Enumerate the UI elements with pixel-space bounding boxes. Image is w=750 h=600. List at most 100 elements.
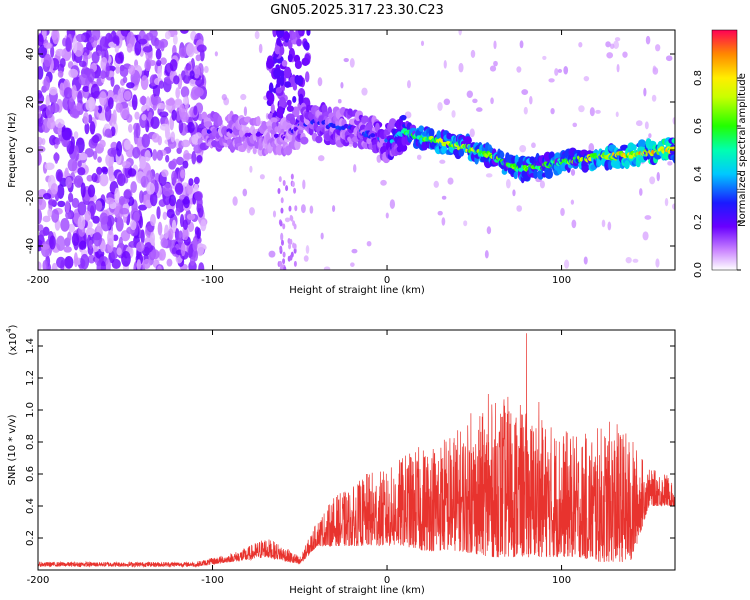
spectrogram-cell [142, 258, 151, 270]
spectrogram-cell [270, 117, 278, 124]
spectrogram-cell [292, 220, 296, 227]
spectrogram-cell [186, 213, 196, 221]
spectrogram-cell [87, 254, 96, 264]
spectrogram-cell [292, 96, 297, 103]
spectrogram-cell [259, 174, 265, 180]
spectrogram-cell [65, 211, 72, 220]
spectrogram-cell [279, 245, 283, 252]
spectrogram-cell [43, 53, 52, 67]
spectrogram-cell [180, 86, 190, 98]
spectrogram-cell [170, 131, 176, 143]
spectrogram-cell [499, 151, 505, 159]
spectrogram-cell [49, 86, 58, 96]
spectrogram-cell [115, 65, 120, 74]
spectrogram-cell [671, 203, 675, 210]
spectrogram-cell [203, 65, 209, 74]
spectrogram-cell [276, 106, 284, 119]
spectrogram-cell [107, 97, 114, 110]
spectrogram-cell [99, 173, 109, 187]
y-tick-label: -20 [25, 190, 36, 206]
x-tick-label: 100 [552, 275, 571, 286]
spectrogram-cell [632, 258, 639, 263]
spectrogram-cell [134, 41, 142, 56]
spectrogram-cell [50, 45, 55, 58]
spectrogram-cell [570, 169, 576, 176]
spectrogram-cell [350, 262, 355, 267]
spectrogram-cell [273, 133, 279, 139]
spectrogram-cell [472, 98, 478, 104]
spectrogram-cell [88, 97, 96, 111]
spectrogram-cell [112, 35, 120, 45]
spectrogram-cell [123, 90, 132, 101]
spectrogram-cell [42, 215, 51, 223]
spectrogram-cell [38, 194, 43, 206]
spectrogram-cell [42, 260, 48, 270]
spectrogram-cell [248, 207, 255, 216]
spectrogram-cell [217, 115, 223, 127]
spectrogram-cell [533, 169, 538, 180]
spectrogram-cell [100, 260, 106, 270]
spectrogram-cell [73, 252, 78, 268]
spectrogram-cell [38, 66, 44, 80]
spectrogram-cell [45, 105, 54, 119]
spectrogram-cell [152, 149, 158, 161]
spectrogram-cell [317, 77, 323, 87]
spectrogram-cell [521, 89, 529, 96]
spectrogram-cell [180, 169, 186, 179]
spectrogram-cell [292, 242, 296, 249]
spectrogram-cell [67, 231, 72, 242]
spectrogram-cell [571, 219, 577, 229]
spectrogram-cell [85, 227, 96, 238]
spectrogram-cell [79, 240, 87, 250]
spectrogram-cell [142, 46, 153, 53]
spectrogram-cell [531, 142, 536, 149]
spectrogram-cell [68, 95, 75, 111]
spectrogram-cell [628, 154, 634, 159]
snr-multiplier-base: (x10 [8, 333, 19, 356]
spectrogram-cell [512, 189, 516, 197]
spectrogram-cell [136, 241, 145, 252]
spectrogram-cell [400, 114, 407, 121]
spectrogram-cell [175, 207, 181, 216]
spectrogram-cell [141, 113, 147, 121]
spectrogram-cell [268, 82, 274, 94]
colorbar-tick-label: 0.0 [693, 262, 704, 278]
spectrogram-cell [61, 127, 72, 141]
spectrogram-cell [171, 158, 178, 168]
x-tick-label: -200 [27, 575, 50, 586]
spectrogram-cell [624, 160, 630, 170]
spectrogram-cell [276, 76, 282, 88]
spectrogram-cell [185, 63, 192, 71]
spectrogram-cell [188, 178, 194, 186]
spectrogram-cell [172, 34, 178, 45]
spectrogram-cell [114, 45, 119, 53]
spectrogram-cell [352, 141, 358, 149]
spectrogram-cell [189, 70, 195, 79]
spectrogram-cell [302, 179, 306, 190]
spectrogram-cell [105, 62, 110, 78]
spectrogram-cell [279, 74, 285, 87]
spectrogram-cell [194, 132, 202, 139]
spectrogram-cell [38, 44, 48, 59]
spectrogram-cell [437, 210, 443, 216]
spectrogram-cell [437, 101, 443, 111]
spectrogram-cell [158, 80, 164, 89]
spectrogram-cell [485, 173, 493, 178]
spectrogram-cell [274, 45, 281, 55]
spectrogram-cell [126, 114, 133, 123]
spectrogram-cell [298, 93, 304, 106]
spectrogram-cell [182, 219, 188, 231]
spectrogram-cell [349, 58, 355, 68]
spectrogram-cell [493, 60, 498, 67]
spectrogram-cell [119, 207, 130, 215]
x-tick-label: 0 [384, 275, 390, 286]
spectrogram-cell [294, 205, 298, 212]
spectrogram-cell [200, 219, 207, 232]
spectrogram-cell [278, 176, 282, 183]
spectrogram-cell [282, 31, 291, 40]
spectrogram-cell [57, 70, 64, 78]
spectrogram-cell [288, 243, 292, 250]
spectrogram-cell [150, 116, 160, 129]
spectrogram-cell [157, 221, 163, 236]
spectrogram-cell [133, 211, 140, 223]
